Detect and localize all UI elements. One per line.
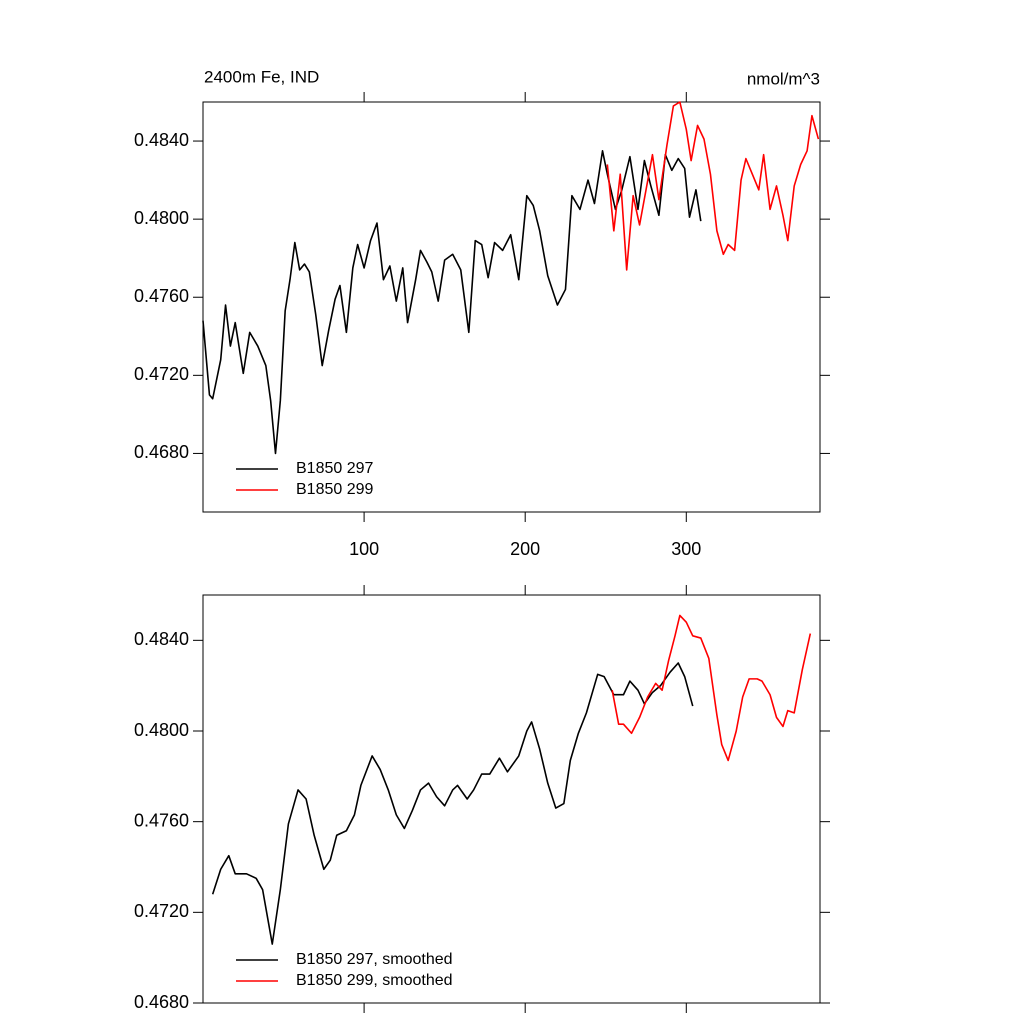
legend-label: B1850 297, smoothed xyxy=(296,951,453,968)
data-line xyxy=(606,101,820,271)
x-tick-label: 200 xyxy=(510,539,540,559)
x-tick-label: 100 xyxy=(349,539,379,559)
plot-frame xyxy=(202,594,821,1004)
y-tick-label: 0.4720 xyxy=(134,901,189,921)
x-tick-label: 300 xyxy=(671,539,701,559)
legend-label: B1850 299 xyxy=(296,481,374,498)
y-tick-label: 0.4760 xyxy=(134,810,189,830)
y-tick-label: 0.4680 xyxy=(134,992,189,1012)
data-line xyxy=(211,662,694,945)
y-tick-label: 0.4720 xyxy=(134,364,189,384)
y-tick-label: 0.4840 xyxy=(134,130,189,150)
y-tick-label: 0.4800 xyxy=(134,720,189,740)
y-tick-label: 0.4800 xyxy=(134,208,189,228)
data-line xyxy=(611,614,812,762)
legend-label: B1850 297 xyxy=(296,460,374,477)
y-tick-label: 0.4680 xyxy=(134,442,189,462)
y-tick-label: 0.4840 xyxy=(134,629,189,649)
chart-title: 2400m Fe, IND xyxy=(204,67,319,86)
legend-label: B1850 299, smoothed xyxy=(296,972,453,989)
y-tick-label: 0.4760 xyxy=(134,286,189,306)
data-line xyxy=(202,150,702,455)
plot-frame xyxy=(202,101,821,513)
y-unit-label: nmol/m^3 xyxy=(747,69,820,88)
